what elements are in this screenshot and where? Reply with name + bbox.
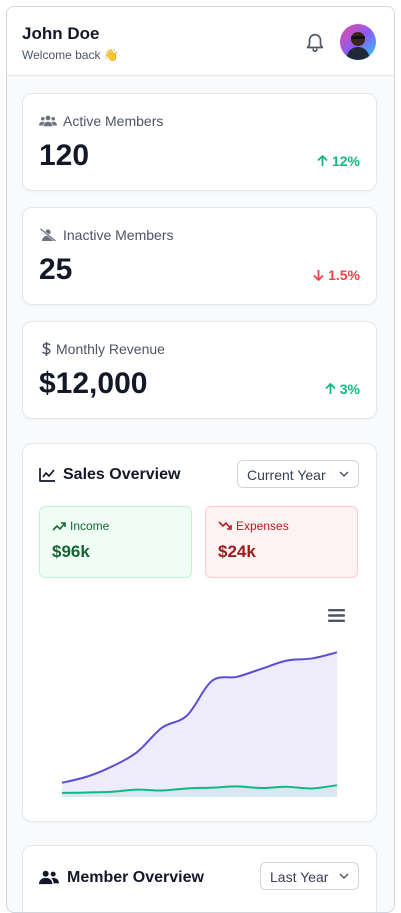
stat-label: Inactive Members xyxy=(63,227,174,243)
income-value: $96k xyxy=(52,542,90,561)
top-header: John Doe Welcome back 👋 xyxy=(7,7,394,76)
avatar[interactable] xyxy=(340,24,376,60)
stat-change: 3% xyxy=(325,381,360,397)
users-icon xyxy=(39,115,57,127)
dollar-icon xyxy=(42,341,51,357)
period-select[interactable]: Current Year xyxy=(237,460,359,488)
member-overview-card: Member Overview Last Year xyxy=(22,845,377,912)
stat-change-value: 3% xyxy=(339,381,360,397)
period-select[interactable]: Last Year xyxy=(260,862,359,890)
stat-label: Active Members xyxy=(63,113,164,129)
stat-value: 120 xyxy=(39,139,90,172)
arrow-down-icon xyxy=(313,270,324,282)
sales-overview-card: Sales Overview Current Year Income $96k … xyxy=(22,443,377,822)
sales-chart xyxy=(61,651,338,797)
chevron-down-icon xyxy=(339,873,349,879)
income-series-area xyxy=(62,652,337,797)
income-label: Income xyxy=(70,519,110,533)
stat-change: 1.5% xyxy=(313,267,360,283)
welcome-text: Welcome back 👋 xyxy=(22,48,119,62)
income-series-line xyxy=(61,651,338,784)
user-avatar-icon xyxy=(346,32,370,60)
stat-change-value: 1.5% xyxy=(328,267,360,283)
users-icon xyxy=(39,870,59,885)
stat-value: $12,000 xyxy=(39,367,148,400)
stat-change-value: 12% xyxy=(331,153,360,169)
line-chart-icon xyxy=(39,468,55,482)
section-title: Member Overview xyxy=(67,869,204,886)
stat-change: 12% xyxy=(317,153,360,169)
stat-card-monthly-revenue: Monthly Revenue $12,000 3% xyxy=(22,321,377,419)
stat-label: Monthly Revenue xyxy=(56,341,165,357)
user-slash-icon xyxy=(39,228,57,242)
stat-value: 25 xyxy=(39,253,73,286)
stat-card-inactive-members: Inactive Members 25 1.5% xyxy=(22,207,377,305)
expenses-label: Expenses xyxy=(236,519,289,533)
stat-card-active-members: Active Members 120 12% xyxy=(22,93,377,191)
expense-series-line xyxy=(61,784,338,794)
trend-down-icon xyxy=(218,521,232,530)
period-select-value: Last Year xyxy=(270,869,329,885)
income-summary: Income $96k xyxy=(39,506,192,578)
app-window: John Doe Welcome back 👋 Active Members 1… xyxy=(6,6,395,913)
bell-icon[interactable] xyxy=(304,31,326,53)
expenses-value: $24k xyxy=(218,542,256,561)
section-title: Sales Overview xyxy=(63,466,181,483)
period-select-value: Current Year xyxy=(247,467,326,483)
hamburger-menu-icon[interactable] xyxy=(328,609,345,622)
arrow-up-icon xyxy=(325,382,336,394)
trend-up-icon xyxy=(52,522,66,531)
chevron-down-icon xyxy=(339,471,349,477)
user-name: John Doe xyxy=(22,24,100,43)
expenses-summary: Expenses $24k xyxy=(205,506,358,578)
arrow-up-icon xyxy=(317,154,328,166)
